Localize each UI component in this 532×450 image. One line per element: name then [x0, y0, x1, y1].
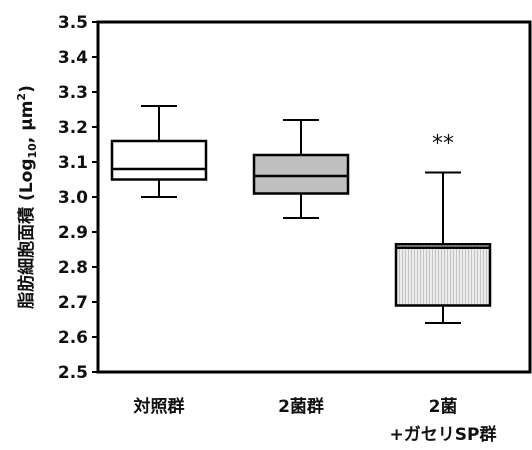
y-axis: 2.5 2.6 2.7 2.8 2.9 3.0 3.1 3.2 3.3 3.4 3.5 — [58, 13, 98, 383]
y-tick-label: 3.1 — [58, 153, 88, 173]
x-axis: 対照群 2菌群 2菌 +ガセリSP群 — [133, 396, 497, 445]
x-category-label-line: 2菌 — [429, 397, 458, 417]
significance-annotation: ** — [432, 132, 454, 157]
y-tick-label: 2.5 — [58, 363, 88, 383]
y-tick-label: 2.8 — [58, 258, 88, 278]
x-category-label-line: 対照群 — [133, 396, 185, 417]
x-category-label-line: +ガセリSP群 — [390, 424, 497, 445]
y-axis-label-mid: , μm — [17, 101, 37, 144]
y-tick-label: 3.2 — [58, 118, 88, 138]
x-category-label: 2菌群 — [278, 396, 324, 417]
iqr-box — [110, 139, 208, 181]
y-tick-label: 2.7 — [58, 293, 88, 313]
y-tick-label: 3.0 — [58, 188, 88, 208]
y-axis-label-superscript: 2 — [15, 93, 28, 101]
iqr-box — [252, 153, 350, 195]
box-series-2 — [252, 119, 350, 219]
y-tick-label: 2.9 — [58, 223, 88, 243]
y-axis-label-subscript: 10 — [26, 143, 39, 159]
y-tick-label: 3.5 — [58, 13, 88, 33]
y-axis-label-end: ) — [17, 85, 37, 93]
y-axis-label: 脂肪細胞面積 (Log10, μm2) — [15, 85, 39, 309]
box-series-1 — [110, 105, 208, 198]
x-category-label-line: 2菌群 — [278, 396, 324, 417]
box-series-3 — [394, 171, 492, 324]
y-tick-label: 2.6 — [58, 328, 88, 348]
y-tick-label: 3.3 — [58, 83, 88, 103]
boxes-group: ** — [110, 105, 492, 324]
y-axis-label-main: 脂肪細胞面積 (Log — [16, 158, 37, 308]
x-category-label: 2菌 +ガセリSP群 — [390, 397, 497, 445]
iqr-box — [394, 243, 492, 307]
y-tick-label: 3.4 — [58, 48, 88, 68]
x-category-label: 対照群 — [133, 396, 185, 417]
